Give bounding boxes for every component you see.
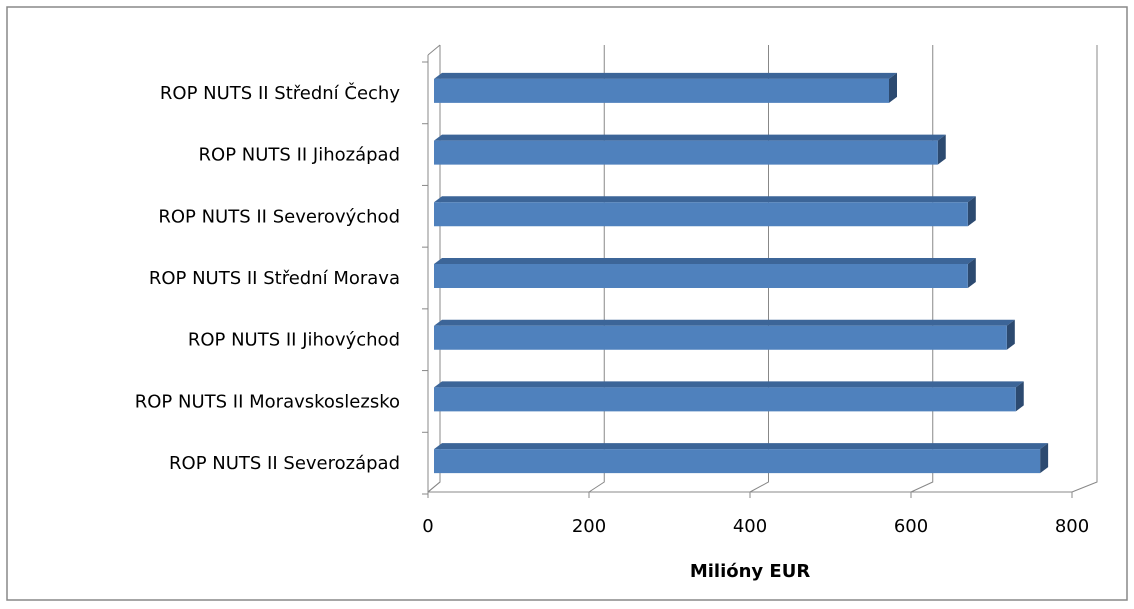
bar-front <box>434 325 1007 350</box>
bar-end <box>937 134 946 165</box>
bar-top <box>434 258 976 264</box>
bar-top <box>434 443 1049 450</box>
y-tick-label: ROP NUTS II Severozápad <box>169 453 400 474</box>
bar <box>434 443 1049 474</box>
bar-front <box>434 202 968 227</box>
x-axis-title: Milióny EUR <box>690 561 811 582</box>
bar-front <box>434 449 1041 474</box>
x-tick-label: 0 <box>422 516 433 537</box>
bar <box>434 72 897 103</box>
y-tick-label: ROP NUTS II Jihozápad <box>199 145 400 166</box>
bar <box>434 134 946 165</box>
grid-line <box>588 45 605 493</box>
x-tick-label: 200 <box>572 516 606 537</box>
bar <box>434 258 976 288</box>
grid-line <box>427 45 441 493</box>
bar-front <box>434 78 889 103</box>
grid-line <box>910 45 934 493</box>
bar-end <box>1015 381 1024 412</box>
bar-top <box>434 319 1015 326</box>
bar-end <box>1040 443 1049 474</box>
bar <box>434 319 1015 350</box>
bar-end <box>1006 319 1015 350</box>
x-tick-label: 800 <box>1055 516 1089 537</box>
x-tick-label: 400 <box>733 516 767 537</box>
bar-front <box>434 140 938 165</box>
bar-top <box>434 134 946 141</box>
bar-front <box>434 387 1016 412</box>
y-tick-label: ROP NUTS II Střední Morava <box>149 268 400 289</box>
chart-border <box>6 6 1128 601</box>
bar <box>434 381 1024 412</box>
y-tick-label: ROP NUTS II Moravskoslezsko <box>135 391 400 412</box>
bar-end <box>889 72 897 103</box>
y-tick-label: ROP NUTS II Střední Čechy <box>160 82 400 104</box>
bar-end <box>967 196 976 227</box>
bar <box>434 196 976 227</box>
bar-top <box>434 381 1024 388</box>
axis-wall-top <box>427 44 441 56</box>
grid-line <box>1071 45 1098 493</box>
y-tick-label: ROP NUTS II Jihovýchod <box>188 330 400 351</box>
x-tick-label: 600 <box>894 516 928 537</box>
bar-front <box>434 264 968 288</box>
bar-end <box>967 258 976 288</box>
grid-line <box>749 45 769 493</box>
bar-top <box>434 72 897 79</box>
y-tick-label: ROP NUTS II Severovýchod <box>158 206 400 227</box>
bar-top <box>434 196 976 203</box>
